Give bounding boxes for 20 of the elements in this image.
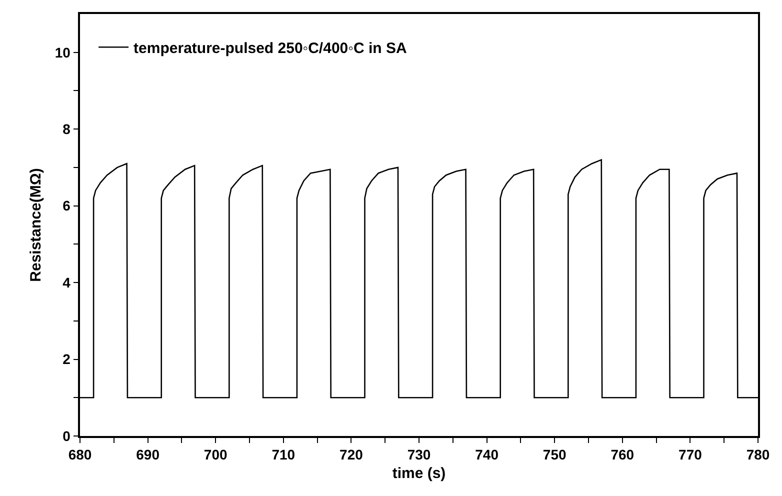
y-tick-label: 4 <box>62 274 71 290</box>
y-tick-label: 10 <box>54 44 71 60</box>
x-tick-label: 700 <box>204 446 228 463</box>
x-tick-label: 720 <box>340 446 364 463</box>
x-tick-label: 760 <box>610 446 634 463</box>
x-tick-label: 740 <box>475 446 499 463</box>
x-tick-label: 710 <box>272 446 296 463</box>
x-axis-title: time (s) <box>392 465 446 482</box>
x-tick-label: 750 <box>542 446 566 463</box>
legend-label: temperature-pulsed 250◦C/400◦C in SA <box>134 40 407 57</box>
x-tick-label: 680 <box>68 446 92 463</box>
x-tick-label: 780 <box>746 446 770 463</box>
x-tick-label: 690 <box>136 446 160 463</box>
x-tick-label: 770 <box>678 446 702 463</box>
y-tick-label: 8 <box>62 120 71 137</box>
y-tick-label: 6 <box>62 198 71 214</box>
y-axis-title: Resistance(MΩ) <box>28 168 45 282</box>
y-tick-label: 2 <box>62 351 71 368</box>
y-tick-label: 0 <box>62 428 71 444</box>
x-tick-label: 730 <box>407 446 431 463</box>
